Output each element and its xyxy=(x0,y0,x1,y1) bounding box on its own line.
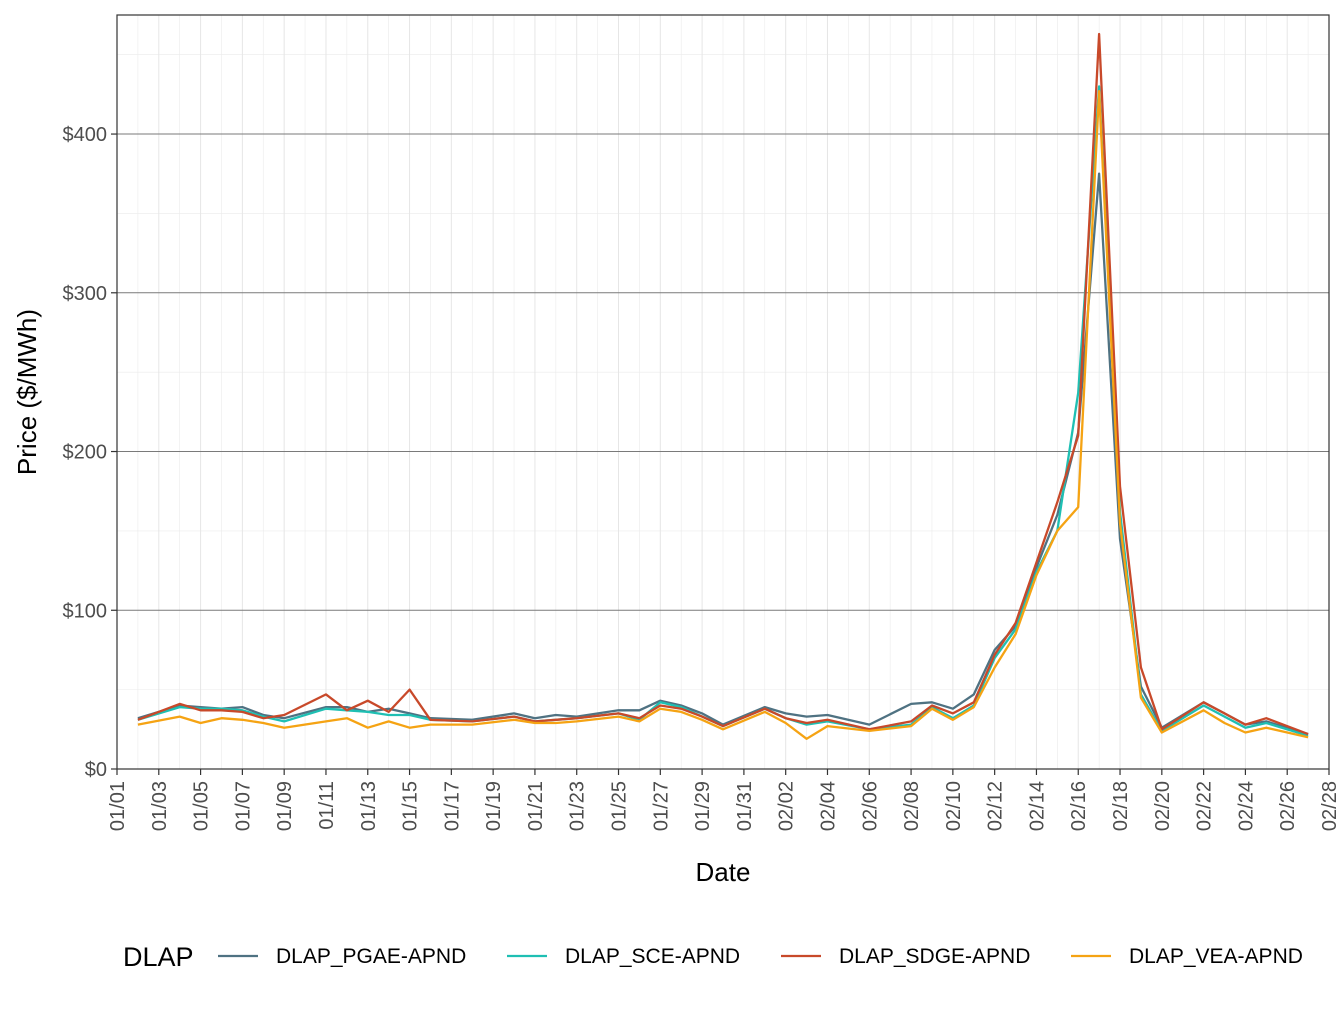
x-tick-label: 01/29 xyxy=(692,781,714,831)
legend-label: DLAP_PGAE-APND xyxy=(276,945,466,968)
x-tick-label: 02/12 xyxy=(985,781,1007,831)
legend-label: DLAP_VEA-APND xyxy=(1129,945,1303,968)
x-tick-label: 02/18 xyxy=(1110,781,1132,831)
x-tick-label: 01/07 xyxy=(232,781,254,831)
x-tick-label: 01/09 xyxy=(274,781,296,831)
y-axis: $0 $100 $200 $300 $400 xyxy=(63,124,117,781)
x-tick-label: 01/13 xyxy=(358,781,380,831)
x-tick-label: 02/16 xyxy=(1068,781,1090,831)
x-tick-label: 01/15 xyxy=(400,781,422,831)
legend: DLAP DLAP_PGAE-APND DLAP_SCE-APND DLAP_SDG… xyxy=(123,942,1303,972)
x-tick-label: 01/19 xyxy=(483,781,505,831)
y-tick-label: $100 xyxy=(63,600,108,622)
y-axis-title: Price ($/MWh) xyxy=(12,309,42,475)
series-line-DLAP_SDGE-APND xyxy=(137,32,1309,736)
x-tick-label: 01/27 xyxy=(650,781,672,831)
x-tick-label: 01/01 xyxy=(107,781,129,831)
x-tick-label: 02/14 xyxy=(1026,781,1048,831)
legend-title: DLAP xyxy=(123,942,194,972)
x-tick-label: 02/08 xyxy=(901,781,923,831)
legend-label: DLAP_SCE-APND xyxy=(565,945,740,968)
x-tick-label: 02/20 xyxy=(1152,781,1174,831)
x-tick-label: 01/11 xyxy=(316,781,338,830)
legend-label: DLAP_SDGE-APND xyxy=(839,945,1030,968)
panel-border xyxy=(116,14,1330,770)
x-tick-label: 02/24 xyxy=(1235,781,1257,831)
x-tick-label: 01/25 xyxy=(609,781,631,831)
x-tick-label: 01/03 xyxy=(149,781,171,831)
x-tick-label: 02/22 xyxy=(1194,781,1216,831)
x-tick-label: 02/10 xyxy=(943,781,965,831)
x-tick-label: 02/04 xyxy=(817,781,839,831)
y-tick-label: $400 xyxy=(63,124,108,146)
x-tick-label: 01/21 xyxy=(525,781,547,831)
y-tick-label: $300 xyxy=(63,283,108,305)
series-line-DLAP_PGAE-APND xyxy=(137,172,1309,736)
x-tick-label: 02/26 xyxy=(1277,781,1299,831)
x-tick-label: 01/31 xyxy=(734,781,756,831)
x-tick-label: 01/23 xyxy=(567,781,589,831)
series-line-DLAP_VEA-APND xyxy=(137,90,1309,740)
minor-gridlines xyxy=(117,15,1329,769)
x-axis: 01/01 01/03 01/05 01/07 01/09 01/11 01/13 01/15… xyxy=(107,769,1341,831)
series-lines xyxy=(137,32,1309,740)
x-tick-label: 01/17 xyxy=(441,781,463,831)
x-tick-label: 01/05 xyxy=(191,781,213,831)
x-tick-label: 02/28 xyxy=(1319,781,1341,831)
x-tick-label: 02/06 xyxy=(859,781,881,831)
x-axis-title: Date xyxy=(696,857,751,887)
y-tick-label: $200 xyxy=(63,442,108,464)
y-tick-label: $0 xyxy=(85,759,107,781)
x-tick-label: 02/02 xyxy=(776,781,798,831)
